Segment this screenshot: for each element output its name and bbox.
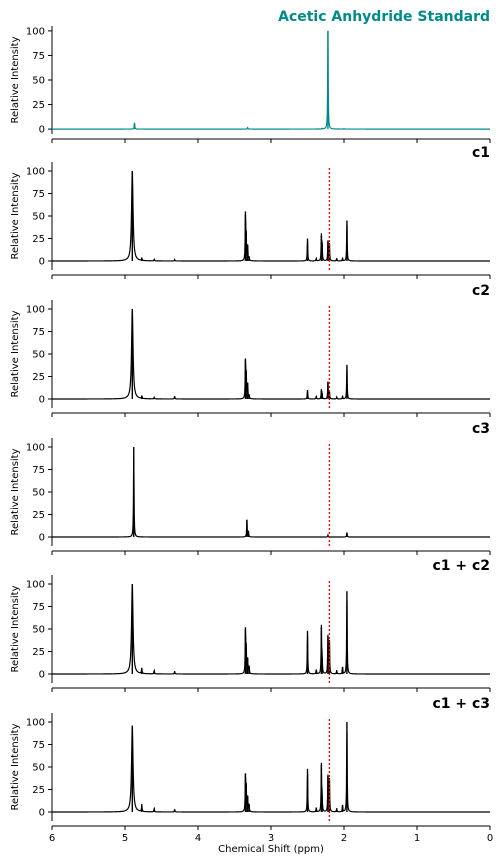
panel-title: c1 (472, 145, 490, 161)
x-axis-label: Chemical Shift (ppm) (218, 844, 324, 855)
y-tick-label: 100 (26, 580, 45, 591)
y-axis-label: Relative Intensity (10, 172, 21, 259)
spectrum-line (52, 30, 490, 130)
y-tick-label: 50 (32, 488, 45, 499)
y-tick-label: 0 (39, 533, 45, 544)
spectrum-panel-1: 0 25 50 75 100 Relative Intensity Acetic Anhyd… (10, 9, 491, 143)
y-tick-label: 100 (26, 26, 45, 37)
y-axis-label: Relative Intensity (10, 448, 21, 535)
y-axis-label: Relative Intensity (10, 36, 21, 123)
spectrum-line (52, 310, 490, 400)
y-tick-label: 75 (32, 51, 45, 62)
y-tick-label: 0 (39, 257, 45, 268)
y-tick-label: 50 (32, 76, 45, 87)
spectrum-panel-2: 0 25 50 75 100 Relative Intensity c1 (10, 145, 491, 279)
y-axis-label: Relative Intensity (10, 310, 21, 397)
panel-title: c1 + c3 (432, 696, 490, 712)
panel-title: c3 (472, 421, 490, 437)
panel-title: Acetic Anhydride Standard (278, 9, 490, 25)
panel-title: c2 (472, 283, 490, 299)
spectrum-line (52, 585, 490, 675)
spectrum-panel-5: 0 25 50 75 100 Relative Intensity c1 + c2 (10, 558, 491, 692)
y-tick-label: 25 (32, 234, 45, 245)
y-tick-label: 75 (32, 189, 45, 200)
x-tick-label: 1 (414, 833, 420, 844)
y-tick-label: 25 (32, 647, 45, 658)
y-tick-label: 0 (39, 670, 45, 681)
spectrum-line (52, 172, 490, 262)
y-tick-label: 100 (26, 305, 45, 316)
x-tick-label: 3 (268, 833, 274, 844)
y-tick-label: 75 (32, 327, 45, 338)
y-tick-label: 0 (39, 125, 45, 136)
y-tick-label: 75 (32, 465, 45, 476)
y-tick-label: 100 (26, 718, 45, 729)
y-tick-label: 0 (39, 395, 45, 406)
y-tick-label: 25 (32, 100, 45, 111)
spectrum-line (52, 726, 490, 813)
panel-title: c1 + c2 (432, 558, 490, 574)
x-tick-label: 4 (195, 833, 201, 844)
y-tick-label: 0 (39, 808, 45, 819)
y-tick-label: 25 (32, 372, 45, 383)
spectrum-panel-3: 0 25 50 75 100 Relative Intensity c2 (10, 283, 491, 417)
y-tick-label: 75 (32, 740, 45, 751)
spectrum-panel-6: 0 25 50 75 100 6 5 4 3 2 1 0 Relative Intensity c1 + … (10, 696, 493, 844)
y-axis-label: Relative Intensity (10, 723, 21, 810)
x-tick-label: 5 (122, 833, 128, 844)
y-tick-label: 100 (26, 167, 45, 178)
y-tick-label: 50 (32, 763, 45, 774)
spectrum-panel-4: 0 25 50 75 100 Relative Intensity c3 (10, 421, 491, 555)
x-tick-label: 6 (49, 833, 55, 844)
y-tick-label: 75 (32, 602, 45, 613)
spectrum-line (52, 457, 490, 538)
y-tick-label: 50 (32, 350, 45, 361)
y-axis-label: Relative Intensity (10, 585, 21, 672)
y-tick-label: 50 (32, 625, 45, 636)
y-tick-label: 25 (32, 785, 45, 796)
y-tick-label: 100 (26, 443, 45, 454)
y-tick-label: 25 (32, 510, 45, 521)
x-tick-label: 2 (341, 833, 347, 844)
x-tick-label: 0 (487, 833, 493, 844)
y-tick-label: 50 (32, 212, 45, 223)
